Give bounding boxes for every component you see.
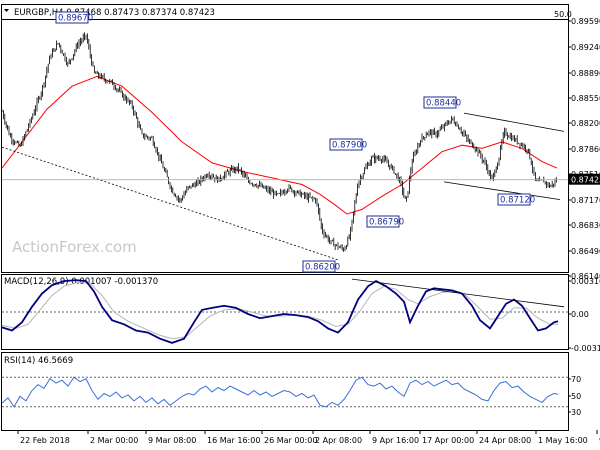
macd-lines bbox=[1, 278, 568, 344]
watermark-text: ActionForex.com bbox=[12, 238, 137, 256]
rsi-pane: RSI(14) 46.5669 70 50 30 bbox=[1, 352, 581, 431]
price-annotation-label: 0.86200 bbox=[305, 263, 340, 273]
current-price-marker: 0.87423 bbox=[2, 173, 600, 185]
macd-pane-border bbox=[1, 274, 569, 350]
time-axis-tick-label: 22 Feb 2018 bbox=[20, 436, 70, 445]
time-axis-tick-label: 2 Mar 00:00 bbox=[90, 436, 138, 445]
time-axis-tick-label: 9 Apr 16:00 bbox=[372, 436, 419, 445]
trendlines bbox=[1, 112, 565, 261]
macd-y-axis: 0.003169 0.00 -0.003177 bbox=[568, 277, 600, 353]
price-annotation-box bbox=[497, 193, 531, 206]
time-axis-tick-label: 1 May 16:00 bbox=[538, 436, 588, 445]
rsi-y-axis: 70 50 30 bbox=[568, 375, 581, 417]
macd-trendline bbox=[351, 278, 565, 308]
price-annotation-label: 0.89670 bbox=[58, 14, 93, 24]
price-annotations: 0.89670 0.87900 0.86790 0.86200 0.88440 0.871… bbox=[55, 11, 535, 273]
rsi-axis-tick-label: 30 bbox=[571, 408, 581, 417]
macd-axis-tick-label: 0.00 bbox=[571, 310, 589, 319]
macd-axis-tick-label: 0.003169 bbox=[571, 277, 600, 286]
price-pane-border bbox=[1, 4, 569, 273]
macd-main-line bbox=[1, 279, 559, 344]
time-axis-tick-label: 9 Mar 08:00 bbox=[148, 436, 196, 445]
price-annotation-box bbox=[329, 138, 363, 151]
price-annotation-box bbox=[366, 215, 400, 228]
time-axis-tick-label: 2 Apr 08:00 bbox=[315, 436, 362, 445]
price-pane-title: EURGBP,H4 0.87468 0.87473 0.87374 0.8742… bbox=[14, 8, 215, 18]
price-annotation-label: 0.87900 bbox=[332, 141, 367, 151]
price-annotation-box bbox=[302, 260, 336, 273]
channel-trendline bbox=[443, 181, 561, 200]
rsi-line bbox=[1, 376, 568, 408]
channel-trendline bbox=[463, 112, 565, 132]
rsi-pane-title: RSI(14) 46.5669 bbox=[4, 356, 73, 366]
macd-pane: MACD(12,26,9) 0.001007 -0.001370 0.00316… bbox=[1, 274, 600, 353]
rsi-series bbox=[1, 376, 559, 408]
current-price-box bbox=[569, 173, 600, 185]
candlestick-series bbox=[1, 32, 557, 252]
current-price-label: 0.87423 bbox=[571, 176, 600, 185]
time-axis-tick-label: 17 Apr 00:00 bbox=[422, 436, 474, 445]
price-annotation-label: 0.87120 bbox=[500, 196, 535, 206]
level-50-label: 50.0 bbox=[554, 10, 572, 19]
macd-axis-tick-label: -0.003177 bbox=[571, 344, 600, 353]
dropdown-triangle-icon[interactable] bbox=[4, 9, 9, 12]
rsi-axis-tick-label: 50 bbox=[571, 392, 581, 401]
price-annotation-box bbox=[423, 96, 457, 109]
time-axis-tick-label: 24 Apr 08:00 bbox=[479, 436, 531, 445]
time-axis: 22 Feb 2018 2 Mar 00:00 9 Mar 08:00 16 Mar … bbox=[17, 430, 600, 445]
support-trendline bbox=[1, 146, 339, 261]
time-axis-tick-label: 16 Mar 16:00 bbox=[207, 436, 260, 445]
time-axis-tick-label: 26 Mar 00:00 bbox=[264, 436, 317, 445]
price-annotation-label: 0.86790 bbox=[369, 218, 404, 228]
rsi-pane-border bbox=[1, 352, 569, 431]
price-pane: EURGBP,H4 0.87468 0.87473 0.87374 0.8742… bbox=[1, 4, 600, 281]
price-annotation-label: 0.88440 bbox=[426, 99, 461, 109]
price-annotation-box bbox=[55, 11, 89, 24]
rsi-axis-tick-label: 70 bbox=[571, 375, 581, 384]
